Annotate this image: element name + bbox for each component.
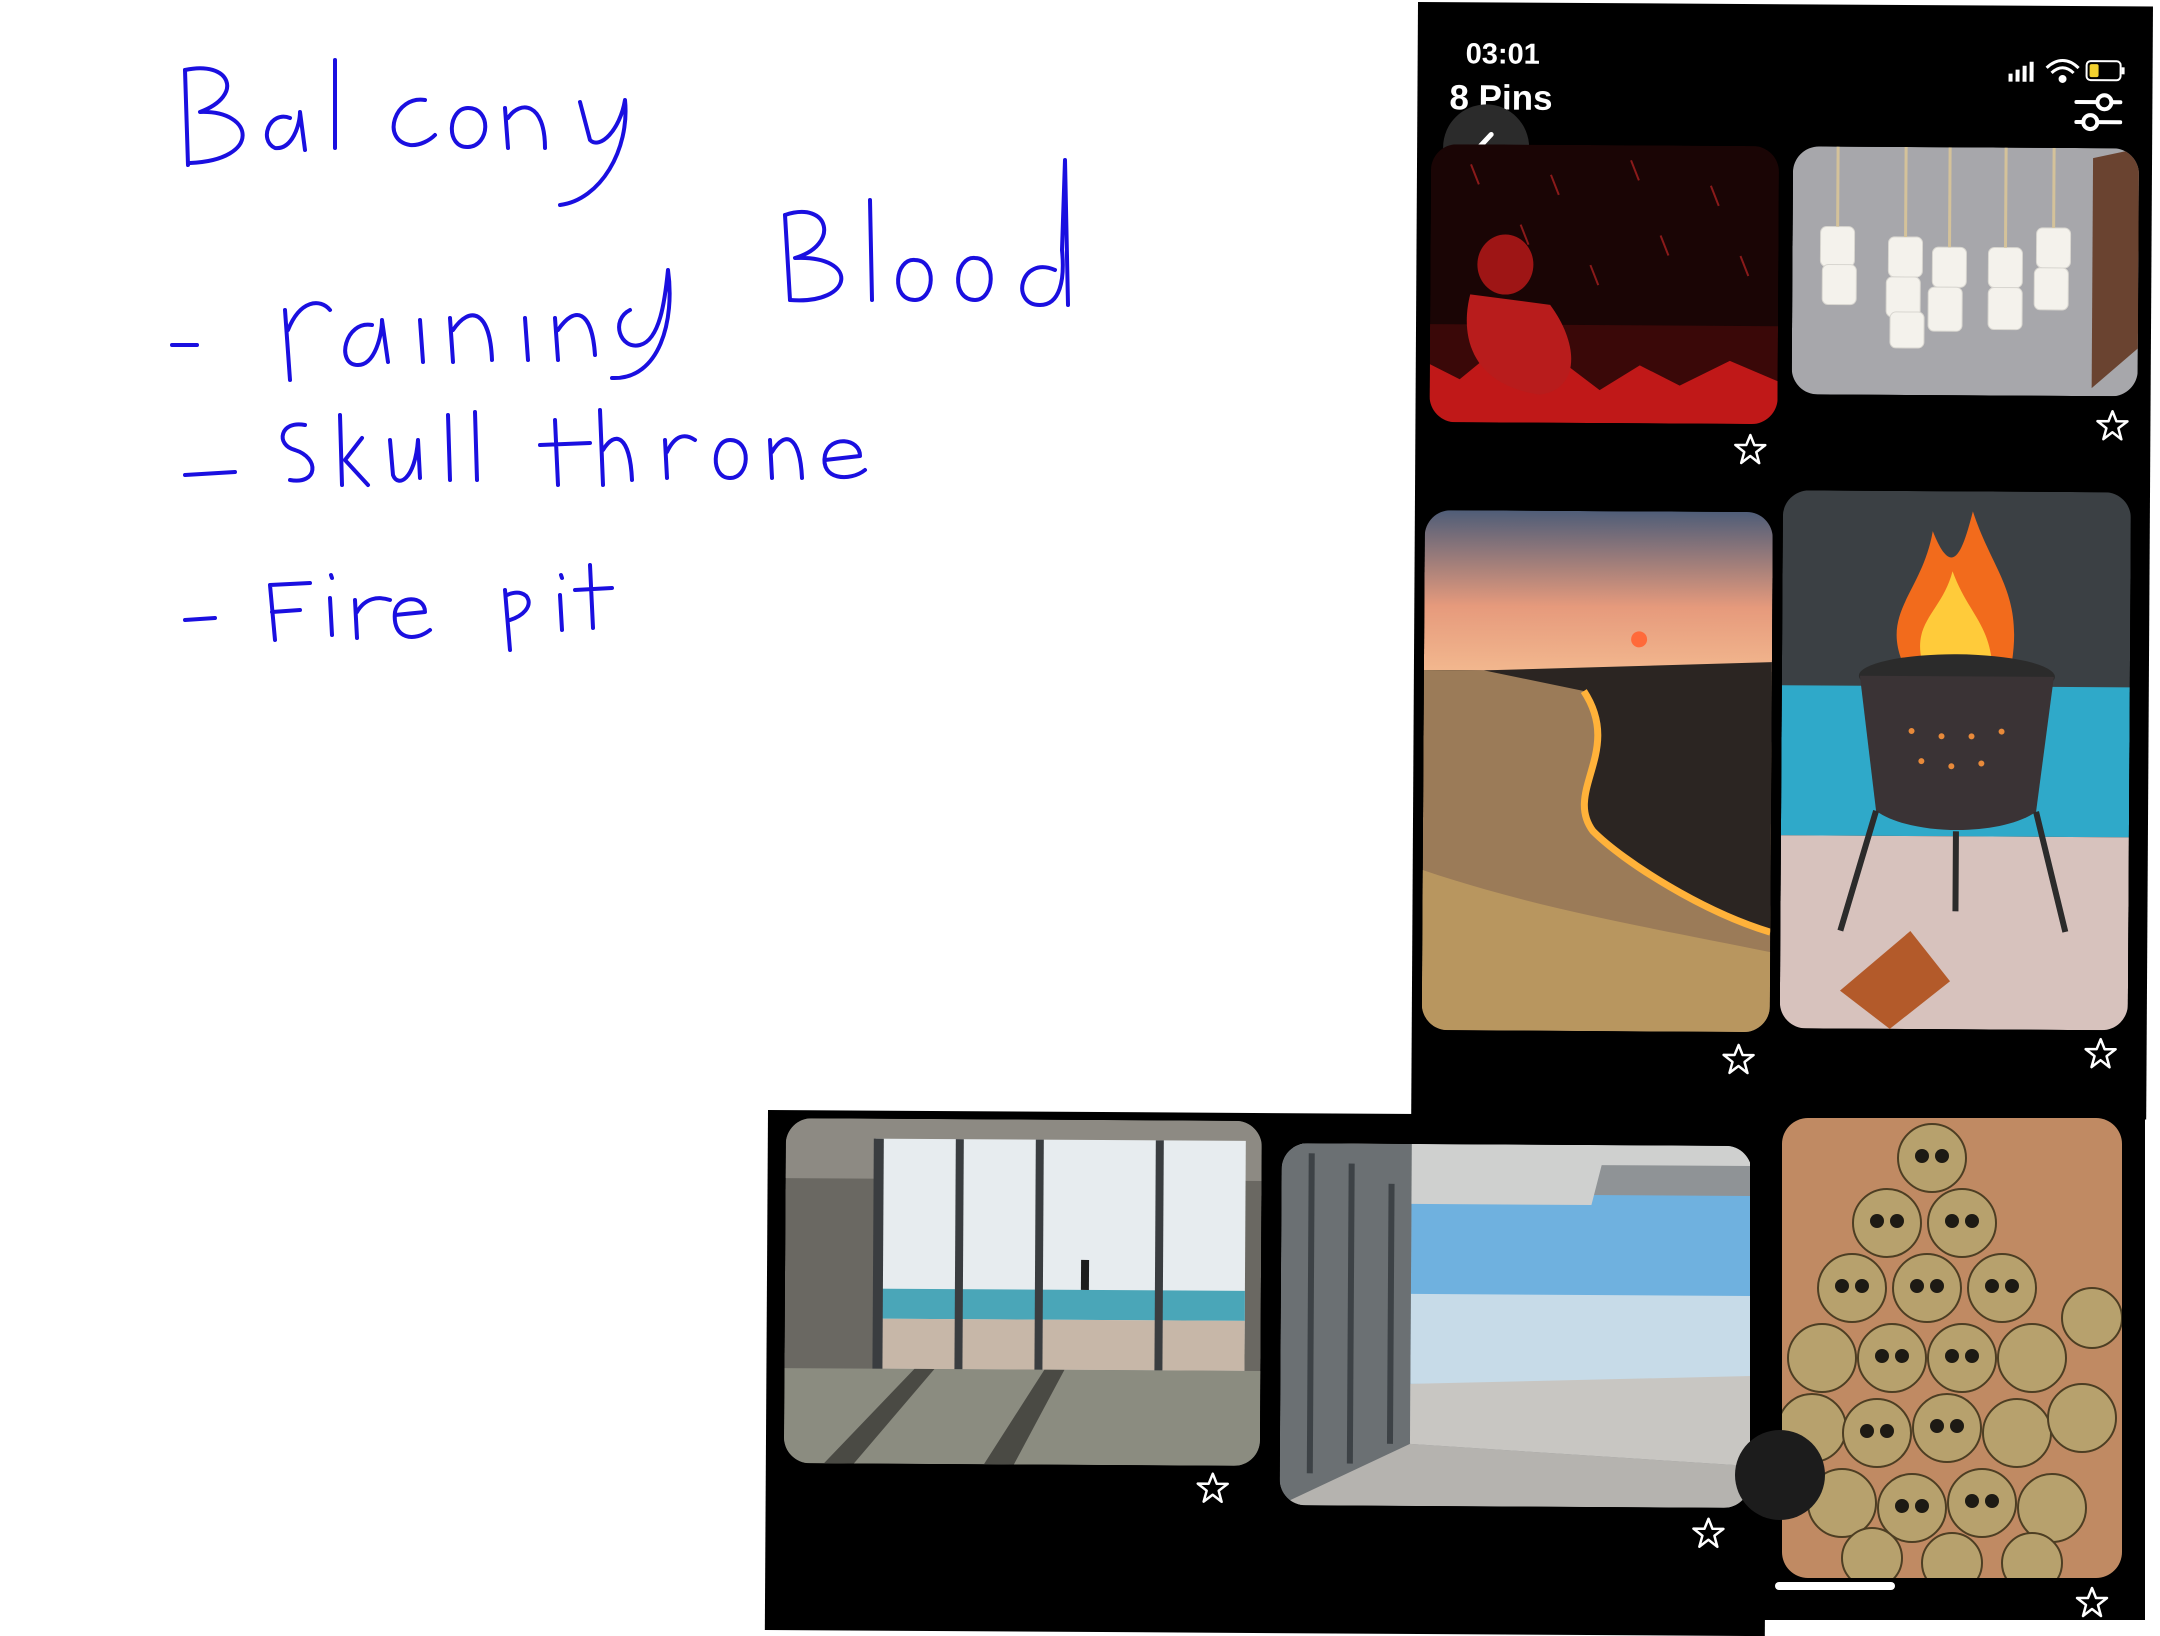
filter-sliders-icon[interactable] (2074, 90, 2122, 134)
pin-prairie-fire[interactable] (1422, 510, 1773, 1032)
star-icon[interactable] (2075, 1585, 2109, 1619)
pin-concrete-balcony[interactable] (1280, 1143, 1752, 1508)
pin-skull-throne[interactable] (1782, 1118, 2122, 1578)
status-time: 03:01 (1466, 38, 1540, 71)
handwritten-note (0, 0, 1420, 720)
floating-action-button[interactable] (1735, 1430, 1825, 1520)
note-item-fire-pit (185, 565, 612, 650)
pinterest-board-right-column (1750, 1100, 2145, 1620)
status-icons (2007, 56, 2127, 87)
home-indicator[interactable] (1775, 1582, 1895, 1590)
star-icon[interactable] (1721, 1042, 1755, 1076)
pinterest-board-screenshot: 03:01 8 Pins (1411, 2, 2153, 1119)
star-icon[interactable] (2083, 1036, 2117, 1070)
pin-marshmallows[interactable] (1792, 146, 2140, 396)
pin-fire-pit[interactable] (1780, 490, 2131, 1030)
signal-icon (2009, 62, 2034, 82)
wifi-icon (2047, 60, 2079, 81)
pin-raining-blood[interactable] (1429, 144, 1779, 424)
note-item-raining-blood (172, 160, 1068, 380)
note-title-balcony (185, 60, 626, 205)
pin-glass-balcony[interactable] (784, 1118, 1262, 1466)
star-icon[interactable] (2095, 408, 2129, 442)
star-icon[interactable] (1733, 432, 1767, 466)
star-icon[interactable] (1691, 1516, 1725, 1550)
battery-icon (2087, 61, 2125, 80)
pinterest-board-screenshot-lower (765, 1110, 1768, 1636)
star-icon[interactable] (1196, 1471, 1230, 1505)
note-item-skull-throne (185, 410, 865, 485)
